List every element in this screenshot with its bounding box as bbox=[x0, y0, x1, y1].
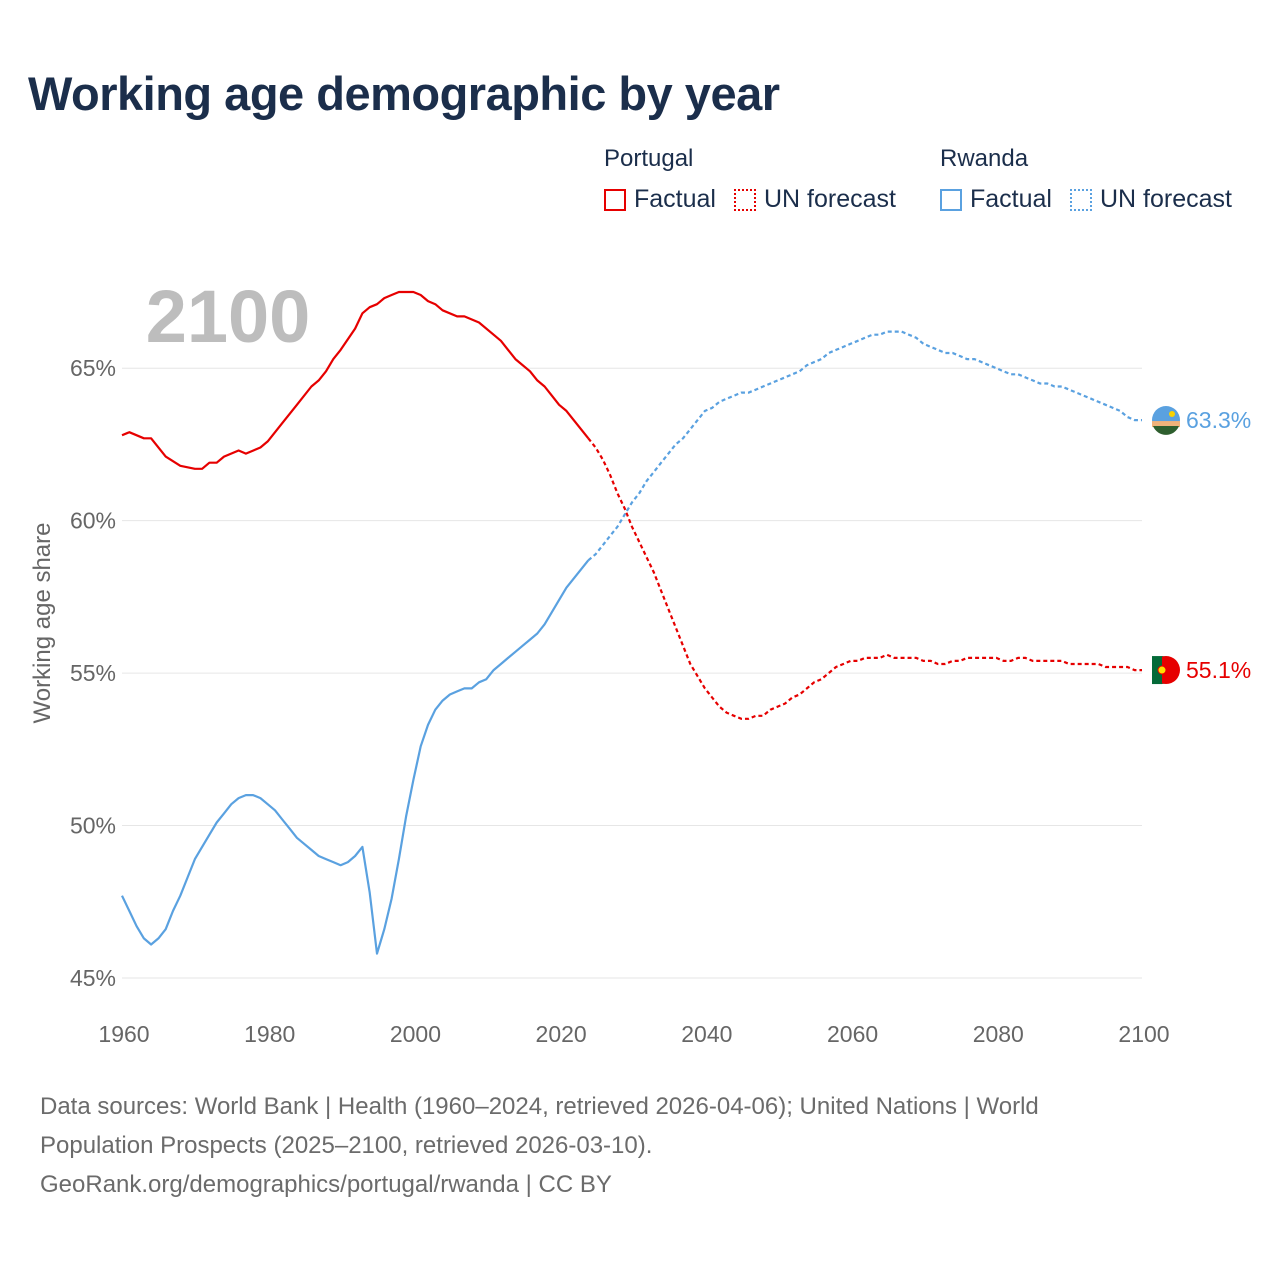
footer-line: Data sources: World Bank | Health (1960–… bbox=[40, 1093, 1039, 1120]
legend-country-label: Rwanda bbox=[940, 145, 1029, 172]
legend-group-rwanda: Rwanda Factual UN forecast bbox=[940, 145, 1250, 214]
y-axis-ticks: 45% 50% 55% 60% 65% bbox=[70, 355, 116, 991]
series-end-markers: 55.1% 63.3% bbox=[1152, 406, 1251, 685]
y-tick-label: 55% bbox=[70, 660, 116, 686]
rwanda-end-label: 63.3% bbox=[1186, 407, 1251, 433]
y-tick-label: 45% bbox=[70, 965, 116, 991]
rwanda-flag-icon bbox=[1152, 406, 1180, 435]
legend-item-label: UN forecast bbox=[1099, 185, 1232, 213]
legend-portugal-factual[interactable]: Factual bbox=[604, 185, 716, 214]
rwanda-factual-line bbox=[121, 559, 590, 955]
flag-yellow-band bbox=[1152, 421, 1180, 428]
footer-sources: Data sources: World Bank | Health (1960–… bbox=[40, 1087, 1220, 1204]
x-tick-label: 2060 bbox=[827, 1021, 878, 1047]
legend-rwanda-forecast[interactable]: UN forecast bbox=[1069, 185, 1232, 214]
footer-link[interactable]: GeoRank.org/demographics/portugal/rwanda… bbox=[40, 1171, 612, 1198]
legend-item-label: Factual bbox=[634, 185, 716, 213]
x-tick-label: 1980 bbox=[244, 1021, 295, 1047]
gridlines bbox=[122, 367, 1142, 979]
portugal-flag-icon bbox=[1152, 656, 1180, 685]
flag-emblem bbox=[1157, 665, 1167, 675]
legend-swatch-dotted-blue bbox=[1069, 188, 1092, 211]
legend-item-label: UN forecast bbox=[763, 185, 896, 213]
legend-country-label: Portugal bbox=[604, 145, 694, 172]
chart-title: Working age demographic by year bbox=[28, 67, 780, 120]
series-lines bbox=[121, 290, 1142, 955]
legend-swatch-dotted-red bbox=[733, 188, 756, 211]
x-tick-label: 2080 bbox=[973, 1021, 1024, 1047]
x-tick-label: 2040 bbox=[681, 1021, 732, 1047]
x-tick-label: 2000 bbox=[390, 1021, 441, 1047]
flag-green-field bbox=[1152, 656, 1162, 685]
portugal-factual-line bbox=[121, 290, 590, 470]
y-tick-label: 60% bbox=[70, 508, 116, 534]
line-chart: 2100 Working age share 45% 50% 55% 60% 65% 1… bbox=[29, 275, 1251, 1047]
legend-rwanda-factual[interactable]: Factual bbox=[940, 185, 1052, 214]
legend-group-portugal: Portugal Factual UN forecast bbox=[604, 145, 914, 214]
x-tick-label: 1960 bbox=[98, 1021, 149, 1047]
x-axis-ticks: 1960 1980 2000 2020 2040 2060 2080 2100 bbox=[98, 1021, 1169, 1047]
year-watermark: 2100 bbox=[146, 275, 311, 358]
y-tick-label: 65% bbox=[70, 355, 116, 381]
x-tick-label: 2100 bbox=[1118, 1021, 1169, 1047]
y-tick-label: 50% bbox=[70, 813, 116, 839]
portugal-end-label: 55.1% bbox=[1186, 657, 1251, 683]
footer-line: Population Prospects (2025–2100, retriev… bbox=[40, 1132, 653, 1159]
x-tick-label: 2020 bbox=[536, 1021, 587, 1047]
flag-green-band bbox=[1153, 426, 1179, 435]
flag-sun bbox=[1169, 411, 1175, 418]
portugal-forecast-line bbox=[587, 437, 1142, 720]
legend-swatch-solid-blue bbox=[940, 188, 962, 211]
y-axis-label: Working age share bbox=[29, 523, 56, 724]
legend-portugal-forecast[interactable]: UN forecast bbox=[733, 185, 896, 214]
legend-item-label: Factual bbox=[970, 185, 1052, 213]
legend-swatch-solid-red bbox=[604, 188, 626, 211]
rwanda-forecast-line bbox=[587, 330, 1142, 562]
